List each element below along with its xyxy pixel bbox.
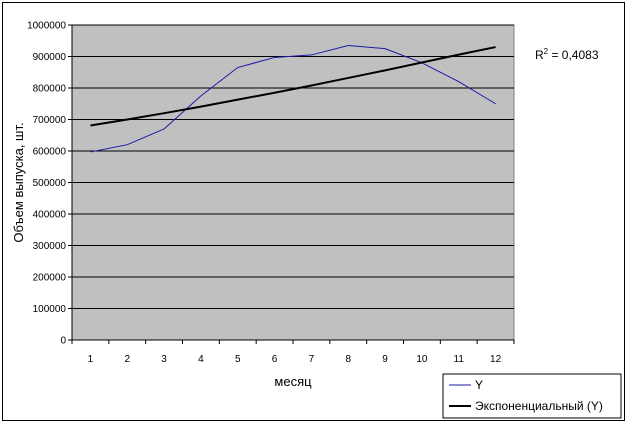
x-tick-label: 3 — [161, 354, 167, 365]
x-axis-ticks: 1 2 3 4 5 6 7 8 9 10 11 12 — [71, 340, 515, 365]
legend-label-y: Y — [475, 378, 483, 392]
x-tick-label: 7 — [309, 354, 315, 365]
series-layer — [90, 44, 496, 153]
y-tick-label: 200000 — [33, 273, 67, 284]
r-squared-value: = 0,4083 — [548, 48, 599, 62]
series-line-exponential-trend — [90, 46, 496, 127]
chart-svg: 0 100000 200000 300000 400000 500000 600000 700… — [11, 21, 622, 419]
series-line-y — [90, 44, 496, 153]
legend: Y Экспоненциальный (Y) — [442, 373, 622, 419]
y-tick-label: 100000 — [33, 304, 67, 315]
x-tick-label: 5 — [235, 354, 241, 365]
x-tick-label: 9 — [382, 354, 388, 365]
y-tick-label: 0 — [60, 336, 66, 347]
x-tick-label: 11 — [454, 354, 465, 365]
y-tick-label: 400000 — [33, 210, 67, 221]
x-axis-title: месяц — [274, 374, 312, 389]
legend-box — [442, 373, 622, 419]
x-tick-label: 2 — [124, 354, 130, 365]
x-tick-label: 12 — [490, 354, 502, 365]
r-squared-r: R — [535, 48, 544, 62]
r-squared-superscript: 2 — [544, 47, 549, 56]
x-tick-label: 1 — [88, 354, 94, 365]
y-tick-label: 800000 — [33, 84, 67, 95]
y-tick-label: 1000000 — [27, 21, 66, 32]
y-axis-ticks: 0 100000 200000 300000 400000 500000 600000 700… — [27, 21, 514, 347]
r-squared-label: R2 = 0,4083 — [535, 47, 599, 62]
y-tick-label: 900000 — [33, 52, 67, 63]
y-tick-label: 300000 — [33, 241, 67, 252]
x-tick-label: 4 — [198, 354, 204, 365]
chart-frame: 0 100000 200000 300000 400000 500000 600000 700… — [2, 2, 625, 421]
y-tick-label: 500000 — [33, 178, 67, 189]
legend-label-exponential: Экспоненциальный (Y) — [475, 399, 603, 413]
y-axis-title: Объем выпуска, шт. — [11, 122, 26, 242]
y-tick-label: 600000 — [33, 147, 67, 158]
x-tick-label: 10 — [416, 354, 428, 365]
x-tick-label: 6 — [272, 354, 278, 365]
x-tick-label: 8 — [345, 354, 351, 365]
y-tick-label: 700000 — [33, 115, 67, 126]
